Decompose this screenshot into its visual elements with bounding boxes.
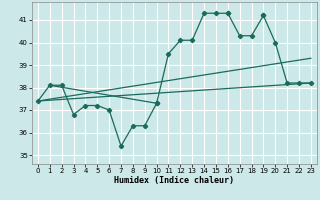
X-axis label: Humidex (Indice chaleur): Humidex (Indice chaleur) [115, 176, 234, 185]
